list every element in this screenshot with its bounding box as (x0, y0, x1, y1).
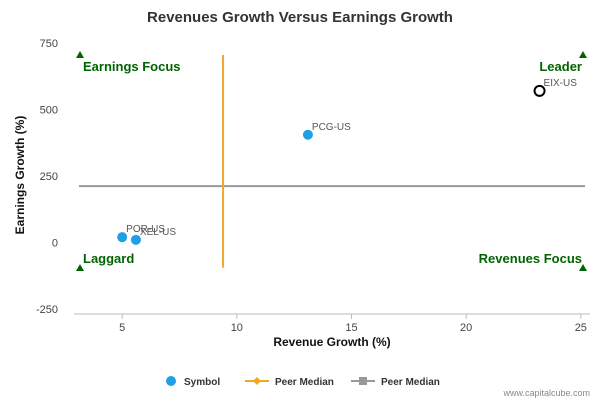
point-label-por-us: POR-US (126, 224, 165, 235)
legend-item-symbol[interactable]: Symbol (166, 376, 220, 388)
chart-title: Revenues Growth Versus Earnings Growth (147, 9, 453, 26)
x-tick-label: 15 (345, 322, 357, 334)
legend-symbol-label: Symbol (184, 377, 220, 388)
legend: Symbol Peer Median Peer Median (166, 376, 440, 388)
y-axis-title: Earnings Growth (%) (13, 116, 27, 235)
quadrant-label-revenues-focus: Revenues Focus (479, 251, 582, 266)
y-tick-label: 750 (40, 38, 58, 50)
x-axis-title: Revenue Growth (%) (273, 335, 390, 349)
data-point-xel-us[interactable] (130, 234, 141, 245)
legend-symbol-marker (166, 376, 176, 386)
legend-item-peer-median-1[interactable]: Peer Median (245, 377, 334, 388)
quadrant-marker-bottom-right (579, 264, 587, 271)
y-tick-labels: -250 0 250 500 750 (36, 38, 58, 316)
legend-peer-median-2-square (359, 377, 367, 385)
legend-item-peer-median-2[interactable]: Peer Median (351, 377, 440, 388)
y-tick-label: 500 (40, 105, 58, 117)
quadrant-markers (76, 51, 587, 271)
legend-peer-median-2-label: Peer Median (381, 377, 440, 388)
legend-peer-median-1-diamond (253, 377, 261, 385)
y-tick-label: 0 (52, 238, 58, 250)
quadrant-label-laggard: Laggard (83, 251, 134, 266)
x-tick-label: 20 (460, 322, 472, 334)
legend-peer-median-1-label: Peer Median (275, 377, 334, 388)
point-label-pcg-us: PCG-US (312, 122, 351, 133)
x-tick-label: 25 (575, 322, 587, 334)
credit-text: www.capitalcube.com (502, 388, 590, 398)
y-tick-label: -250 (36, 304, 58, 316)
x-tick-label: 5 (119, 322, 125, 334)
quadrant-marker-top-right (579, 51, 587, 58)
point-label-xel-us: XEL-US (140, 227, 176, 238)
x-tick-label: 10 (231, 322, 243, 334)
quadrant-marker-bottom-left (76, 264, 84, 271)
x-tick-labels: 5 10 15 20 25 (119, 314, 587, 334)
data-point-pcg-us[interactable] (302, 129, 313, 140)
quadrant-label-leader: Leader (539, 59, 582, 74)
y-tick-label: 250 (40, 171, 58, 183)
quadrant-label-earnings-focus: Earnings Focus (83, 59, 181, 74)
quadrant-marker-top-left (76, 51, 84, 58)
data-point-eix-us[interactable] (533, 84, 546, 97)
data-point-por-us[interactable] (117, 232, 128, 243)
point-label-eix-us: EIX-US (544, 78, 578, 89)
